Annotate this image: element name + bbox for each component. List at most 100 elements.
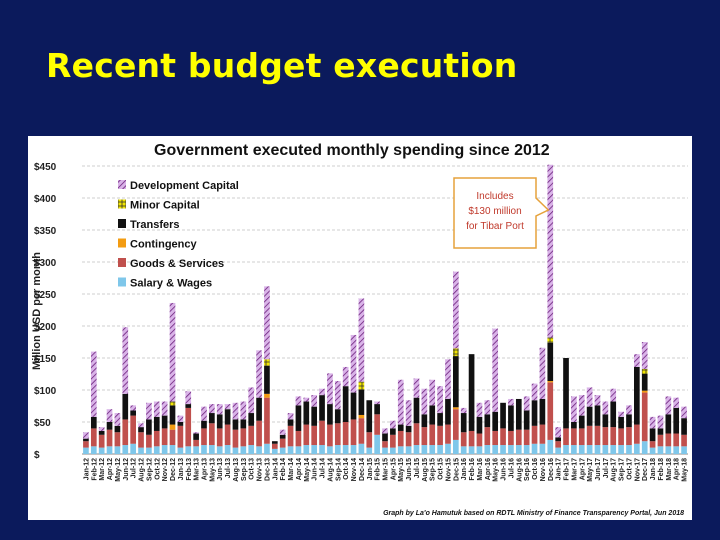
bar-segment [216, 446, 223, 454]
bar-segment [665, 446, 672, 454]
y-tick-label: $200 [34, 322, 57, 333]
bar-segment [468, 430, 475, 447]
bar-segment [232, 429, 239, 448]
bar-segment [586, 387, 593, 407]
bar-segment [539, 443, 546, 454]
x-tick-label: Mar-12 [99, 458, 106, 481]
bar-segment [492, 430, 499, 446]
bar-segment [327, 373, 333, 405]
bar-segment [224, 445, 231, 454]
bar-segment [634, 366, 640, 425]
bar-segment [216, 414, 223, 429]
bar-segment [114, 446, 121, 454]
legend-label: Minor Capital [130, 200, 200, 212]
bar-segment [153, 430, 160, 447]
bar-segment [508, 430, 514, 446]
bar-segment [240, 401, 247, 420]
x-tick-label: Jan-17 [556, 458, 563, 480]
x-tick-label: Apr-15 [390, 458, 397, 480]
x-tick-label: Dec-15 [453, 458, 460, 481]
bar-segment [327, 424, 333, 447]
y-tick-label: $ [34, 450, 40, 461]
bar-segment [555, 441, 561, 448]
bar-segment [665, 396, 672, 415]
bar-segment [287, 419, 294, 426]
x-tick-label: Nov-15 [445, 458, 452, 481]
bar-segment [334, 445, 341, 454]
bar-segment [413, 397, 420, 424]
bar-segment [342, 422, 349, 446]
bar-segment [90, 351, 97, 417]
bar-segment [83, 438, 89, 442]
x-tick-label: Sep-15 [430, 458, 437, 481]
x-tick-label: Sep-14 [335, 458, 342, 481]
bar-segment [523, 445, 530, 454]
legend-label: Goods & Services [130, 258, 224, 270]
bar-segment [673, 397, 680, 408]
bar-segment [161, 428, 168, 446]
bar-segment [586, 445, 593, 454]
bar-segment [555, 427, 561, 438]
bar-segment [295, 446, 302, 454]
bar-segment [594, 405, 601, 426]
bar-segment [531, 443, 538, 454]
spending-chart: Government executed monthly spending sin… [31, 142, 689, 517]
bar-segment [240, 428, 247, 447]
bar-segment [508, 398, 514, 406]
bar-segment [366, 447, 373, 454]
legend: Development Capital Minor Capital Transfer… [118, 180, 239, 290]
x-tick-label: Oct-14 [343, 458, 350, 480]
bar-segment [185, 446, 192, 454]
bar-segment [500, 428, 506, 446]
bar-segment [382, 447, 388, 454]
bar-segment [405, 425, 412, 433]
bar-segment [358, 381, 365, 390]
bar-segment [421, 388, 428, 415]
callout: Includes $130 million for Tibar Port [453, 177, 550, 249]
x-tick-label: Mar-13 [194, 458, 201, 481]
x-tick-label: Sep-17 [619, 458, 626, 481]
bar-segment [327, 404, 333, 425]
bar-segment [484, 445, 491, 454]
bar-segment [641, 368, 648, 374]
bar-segment [319, 395, 325, 421]
bar-segment [649, 441, 656, 448]
bar-segment [122, 327, 129, 394]
callout-text: Includes [476, 191, 513, 202]
x-tick-label: Aug-16 [516, 458, 523, 482]
bar-segment [303, 401, 310, 425]
x-tick-label: Apr-14 [296, 458, 303, 480]
bar-segment [232, 419, 239, 430]
legend-swatch [118, 277, 126, 287]
bar-segment [146, 419, 152, 435]
bar-segment [311, 406, 318, 426]
x-tick-label: Jul-13 [225, 458, 232, 478]
bar-segment [390, 434, 396, 448]
bar-segment [429, 424, 436, 446]
bar-segment [563, 428, 569, 446]
bar-segment [240, 419, 247, 429]
bar-segment [83, 432, 89, 439]
bar-segment [153, 401, 160, 417]
bar-segment [83, 441, 89, 448]
bar-segment [578, 445, 585, 454]
bar-segment [256, 420, 262, 447]
bar-segment [602, 445, 609, 454]
bar-segment [232, 402, 239, 420]
bar-segment [342, 366, 349, 387]
bar-segment [98, 447, 105, 454]
bar-segment [350, 392, 357, 420]
x-tick-label: Feb-14 [280, 458, 287, 481]
bar-segment [264, 365, 270, 394]
bar-segment [334, 409, 341, 424]
bar-segment [264, 443, 270, 454]
x-tick-label: Jun-12 [123, 458, 130, 481]
bar-segment [185, 407, 192, 447]
x-tick-label: Aug-14 [327, 458, 334, 482]
bar-segment [492, 411, 499, 431]
bar-segment [264, 397, 270, 444]
bar-segment [586, 406, 593, 426]
bar-segment [437, 425, 443, 446]
bar-segment [563, 445, 569, 454]
bar-segment [681, 434, 687, 447]
